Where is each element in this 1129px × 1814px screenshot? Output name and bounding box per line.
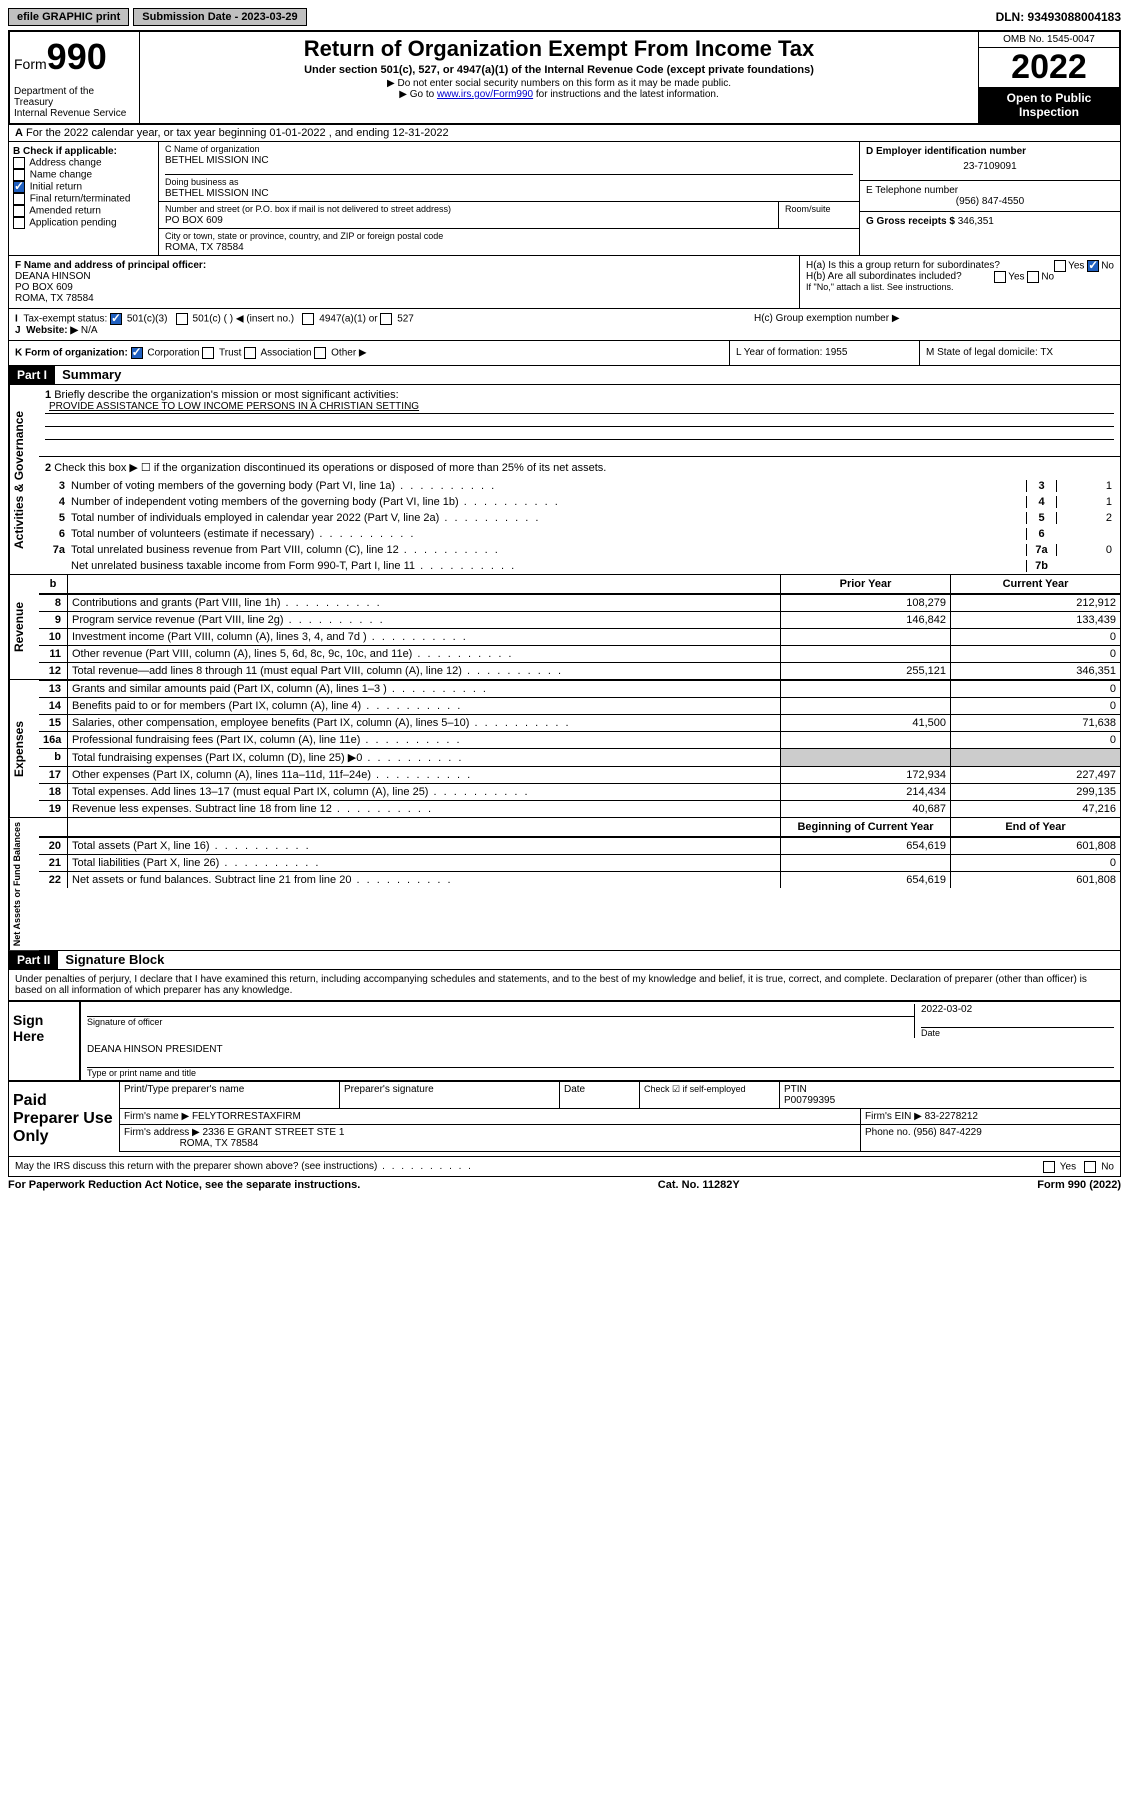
top-bar: efile GRAPHIC print Submission Date - 20… [8,8,1121,26]
sign-date: 2022-03-02 [921,1004,972,1015]
ein-value: 23-7109091 [866,157,1114,176]
form-note-1: ▶ Do not enter social security numbers o… [144,78,974,89]
officer-name: DEANA HINSON PRESIDENT [87,1044,223,1055]
summary-line: 4Number of independent voting members of… [39,494,1120,510]
year-formation: L Year of formation: 1955 [730,341,920,365]
section-k-l-m: K Form of organization: Corporation Trus… [8,341,1121,366]
box-defg: D Employer identification number23-71090… [860,142,1120,255]
tab-activities-governance: Activities & Governance [9,385,39,574]
financial-line: 17Other expenses (Part IX, column (A), l… [39,766,1120,783]
financial-line: 12Total revenue—add lines 8 through 11 (… [39,662,1120,679]
street-address: PO BOX 609 [165,215,223,226]
form-number: Form990 [14,36,135,78]
part-1-body: Activities & Governance 1 Briefly descri… [8,385,1121,575]
form-header: Form990 Department of the Treasury Inter… [8,30,1121,125]
financial-line: 8Contributions and grants (Part VIII, li… [39,594,1120,611]
financial-line: 20Total assets (Part X, line 16)654,6196… [39,837,1120,854]
mission-text: PROVIDE ASSISTANCE TO LOW INCOME PERSONS… [45,401,1114,414]
section-f-h: F Name and address of principal officer:… [8,256,1121,309]
irs-label: Internal Revenue Service [14,108,135,119]
revenue-section: Revenue b Prior Year Current Year 8Contr… [8,575,1121,680]
summary-line: Net unrelated business taxable income fr… [39,558,1120,574]
signature-block: Under penalties of perjury, I declare th… [8,970,1121,1177]
financial-line: 9Program service revenue (Part VIII, lin… [39,611,1120,628]
financial-line: 21Total liabilities (Part X, line 26)0 [39,854,1120,871]
financial-line: 22Net assets or fund balances. Subtract … [39,871,1120,888]
part-2-header: Part II Signature Block [8,951,1121,970]
state-domicile: M State of legal domicile: TX [920,341,1120,365]
form-title: Return of Organization Exempt From Incom… [144,36,974,62]
phone-value: (956) 847-4550 [866,196,1114,207]
section-i-j: I Tax-exempt status: 501(c)(3) 501(c) ( … [8,309,1121,341]
box-b: B Check if applicable: Address change Na… [9,142,159,255]
summary-line: 7aTotal unrelated business revenue from … [39,542,1120,558]
financial-line: 18Total expenses. Add lines 13–17 (must … [39,783,1120,800]
financial-line: 14Benefits paid to or for members (Part … [39,697,1120,714]
efile-button[interactable]: efile GRAPHIC print [8,8,129,26]
dept-label: Department of the Treasury [14,86,135,108]
financial-line: 15Salaries, other compensation, employee… [39,714,1120,731]
firm-name: FELYTORRESTAXFIRM [192,1111,301,1122]
ptin-value: P00799395 [784,1095,835,1106]
expenses-section: Expenses 13Grants and similar amounts pa… [8,680,1121,818]
firm-ein: 83-2278212 [925,1111,978,1122]
summary-line: 5Total number of individuals employed in… [39,510,1120,526]
summary-line: 3Number of voting members of the governi… [39,478,1120,494]
financial-line: 10Investment income (Part VIII, column (… [39,628,1120,645]
summary-line: 6Total number of volunteers (estimate if… [39,526,1120,542]
line-a: A For the 2022 calendar year, or tax yea… [8,125,1121,142]
submission-date-button[interactable]: Submission Date - 2023-03-29 [133,8,306,26]
prep-phone: (956) 847-4229 [913,1127,981,1138]
form-subtitle: Under section 501(c), 527, or 4947(a)(1)… [144,64,974,76]
box-c: C Name of organization BETHEL MISSION IN… [159,142,860,255]
form-note-2: ▶ Go to www.irs.gov/Form990 for instruct… [144,89,974,100]
net-assets-section: Net Assets or Fund Balances Beginning of… [8,818,1121,951]
page-footer: For Paperwork Reduction Act Notice, see … [8,1177,1121,1193]
tax-year: 2022 [979,48,1119,87]
financial-line: 13Grants and similar amounts paid (Part … [39,680,1120,697]
dln-label: DLN: 93493088004183 [996,10,1121,24]
city-state-zip: ROMA, TX 78584 [165,242,244,253]
financial-line: bTotal fundraising expenses (Part IX, co… [39,748,1120,766]
financial-line: 19Revenue less expenses. Subtract line 1… [39,800,1120,817]
part-1-header: Part I Summary [8,366,1121,385]
open-inspection: Open to Public Inspection [979,87,1119,123]
dba-name: BETHEL MISSION INC [165,188,269,199]
irs-link[interactable]: www.irs.gov/Form990 [437,89,533,100]
org-name: BETHEL MISSION INC [165,155,269,166]
gross-receipts: 346,351 [958,216,994,227]
financial-line: 11Other revenue (Part VIII, column (A), … [39,645,1120,662]
financial-line: 16aProfessional fundraising fees (Part I… [39,731,1120,748]
omb-label: OMB No. 1545-0047 [979,32,1119,48]
section-b-c-defg: B Check if applicable: Address change Na… [8,142,1121,256]
